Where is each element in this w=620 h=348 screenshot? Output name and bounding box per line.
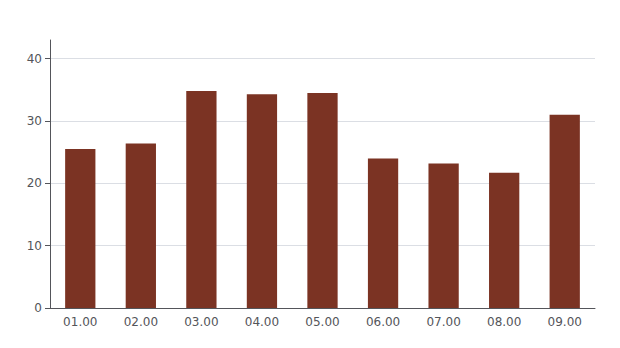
svg-text:08.00: 08.00 bbox=[487, 315, 521, 329]
svg-text:05.00: 05.00 bbox=[305, 315, 339, 329]
svg-text:01.00: 01.00 bbox=[63, 315, 97, 329]
svg-text:30: 30 bbox=[27, 114, 42, 128]
svg-text:10: 10 bbox=[27, 239, 42, 253]
svg-text:07.00: 07.00 bbox=[426, 315, 460, 329]
svg-text:04.00: 04.00 bbox=[245, 315, 279, 329]
svg-text:02.00: 02.00 bbox=[124, 315, 158, 329]
svg-text:40: 40 bbox=[27, 52, 42, 66]
svg-text:20: 20 bbox=[27, 176, 42, 190]
svg-text:03.00: 03.00 bbox=[184, 315, 218, 329]
svg-text:06.00: 06.00 bbox=[366, 315, 400, 329]
svg-text:09.00: 09.00 bbox=[548, 315, 582, 329]
svg-text:0: 0 bbox=[34, 301, 42, 315]
